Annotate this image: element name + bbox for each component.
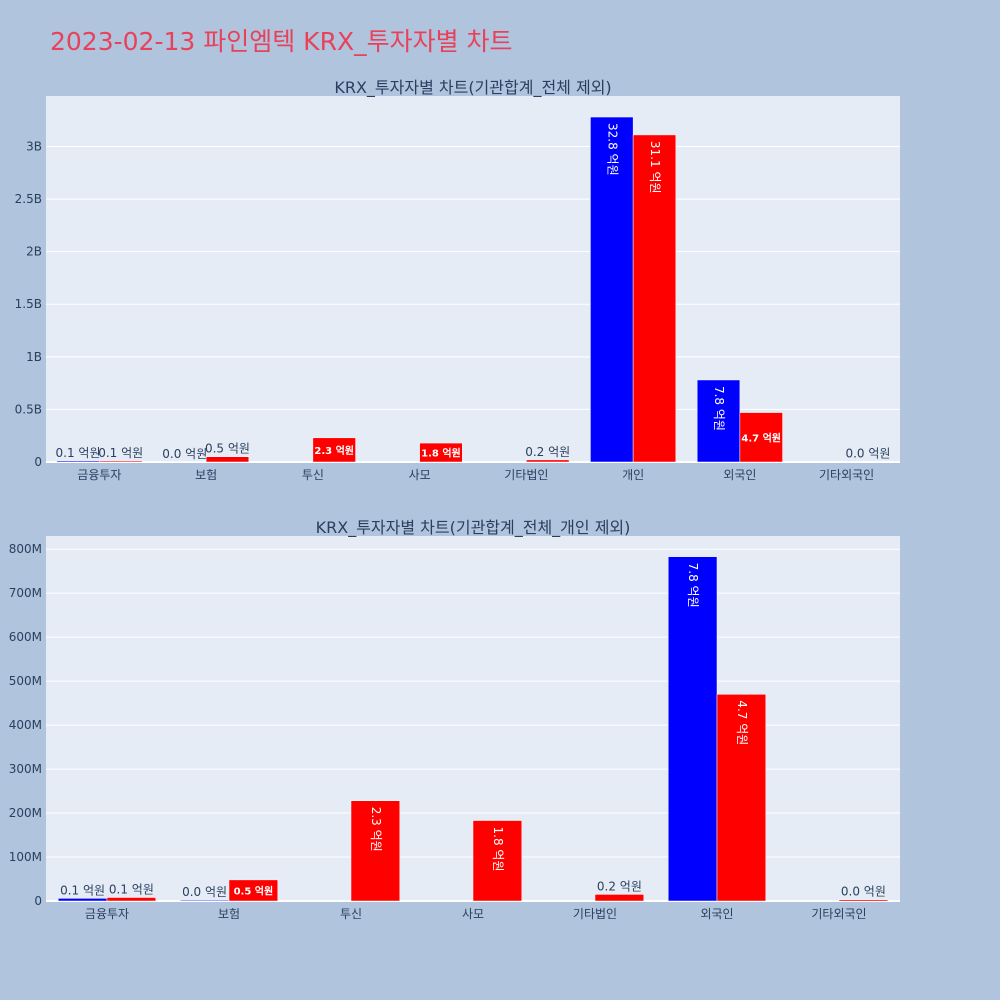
x-tick-label: 기타법인 — [573, 907, 617, 921]
x-tick-label: 보험 — [218, 907, 240, 921]
bar-label: 7.8 억원 — [712, 386, 726, 431]
bar-label: 0.0 억원 — [162, 447, 207, 461]
bar-label: 1.8 억원 — [421, 447, 461, 460]
bar-label: 0.0 억원 — [182, 885, 227, 899]
bar — [696, 379, 741, 463]
bar-label: 0.1 억원 — [56, 446, 101, 460]
y-tick-label: 0 — [34, 894, 42, 908]
bar-label: 0.0 억원 — [845, 447, 890, 461]
bar — [739, 412, 783, 463]
bar — [590, 116, 634, 463]
bar — [472, 820, 523, 902]
y-tick-label: 600M — [9, 630, 42, 644]
plot-area — [46, 96, 900, 462]
x-tick-label: 사모 — [409, 468, 431, 482]
y-tick-label: 700M — [9, 586, 42, 600]
bar — [838, 899, 889, 902]
y-tick-label: 500M — [9, 674, 42, 688]
x-tick-label: 기타법인 — [504, 468, 548, 482]
y-tick-label: 200M — [9, 806, 42, 820]
y-tick-label: 300M — [9, 762, 42, 776]
bar-label: 0.1 억원 — [98, 446, 143, 460]
bar-label: 1.8 억원 — [491, 827, 505, 872]
bar — [179, 899, 230, 902]
x-tick-label: 외국인 — [723, 468, 756, 482]
page-title: 2023-02-13 파인엠텍 KRX_투자자별 차트 — [50, 27, 513, 56]
x-tick-label: 외국인 — [700, 907, 733, 921]
y-tick-label: 800M — [9, 542, 42, 556]
chart-top: KRX_투자자별 차트(기관합계_전체 제외) 0 0.5B 1B 1.5B 2B 2.5B… — [15, 78, 900, 482]
bar — [312, 437, 356, 463]
y-tick-label: 2.5B — [15, 192, 42, 206]
x-tick-label: 투신 — [340, 907, 362, 921]
bar-label: 0.2 억원 — [525, 445, 570, 459]
x-tick-label: 기타외국인 — [811, 907, 866, 921]
y-tick-label: 0 — [34, 455, 42, 469]
x-tick-label: 보험 — [195, 468, 217, 482]
x-tick-label: 금융투자 — [85, 907, 129, 921]
bar — [99, 460, 143, 463]
chart-title: KRX_투자자별 차트(기관합계_전체_개인 제외) — [316, 518, 631, 538]
bar-label: 0.5 억원 — [205, 442, 250, 456]
bar — [526, 459, 570, 463]
bar-label: 32.8 억원 — [605, 123, 619, 176]
bar-label: 0.5 억원 — [234, 884, 274, 897]
bar-label: 4.7 억원 — [741, 431, 781, 444]
bar-label: 31.1 억원 — [648, 141, 662, 194]
y-tick-label: 3B — [26, 139, 42, 153]
y-tick-label: 0.5B — [15, 402, 42, 416]
bar — [57, 898, 108, 902]
bar — [228, 879, 279, 902]
bar-label: 0.0 억원 — [841, 885, 886, 899]
bar — [632, 134, 677, 463]
x-tick-label: 사모 — [462, 907, 484, 921]
bar — [716, 694, 767, 902]
bar — [667, 556, 718, 902]
y-tick-label: 100M — [9, 850, 42, 864]
x-tick-label: 투신 — [302, 468, 324, 482]
bar — [419, 442, 463, 463]
bar-label: 4.7 억원 — [735, 700, 749, 745]
y-tick-label: 400M — [9, 718, 42, 732]
x-tick-label: 개인 — [622, 468, 644, 482]
bar — [106, 897, 157, 902]
bar — [594, 894, 645, 902]
bar-label: 2.3 억원 — [369, 807, 383, 852]
x-tick-label: 기타외국인 — [819, 468, 874, 482]
bar-label: 0.2 억원 — [597, 879, 642, 893]
x-tick-label: 금융투자 — [77, 468, 121, 482]
y-tick-label: 1.5B — [15, 297, 42, 311]
y-tick-label: 2B — [26, 245, 42, 259]
bar-label: 7.8 억원 — [686, 563, 700, 608]
bar-label: 2.3 억원 — [314, 444, 354, 457]
bar — [350, 800, 401, 902]
chart-title: KRX_투자자별 차트(기관합계_전체 제외) — [334, 78, 611, 98]
bar — [205, 456, 250, 463]
bar-label: 0.1 억원 — [109, 882, 154, 896]
y-tick-label: 1B — [26, 350, 42, 364]
bar-label: 0.1 억원 — [60, 883, 105, 897]
